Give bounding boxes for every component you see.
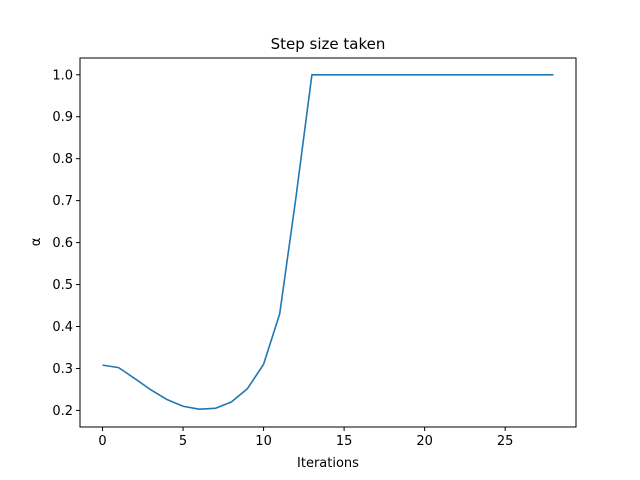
plot-area — [102, 73, 554, 410]
x-axis: 0 5 10 15 20 25 — [98, 427, 513, 449]
series-line-0 — [102, 73, 554, 410]
y-tick-label: 0.8 — [52, 152, 73, 167]
x-axis-label: Iterations — [297, 456, 359, 471]
x-tick-label: 0 — [98, 434, 106, 449]
y-tick-label: 0.7 — [52, 194, 73, 209]
y-axis-label: α — [29, 238, 44, 247]
x-tick-label: 25 — [497, 434, 514, 449]
x-tick-label: 15 — [336, 434, 353, 449]
y-tick-label: 0.3 — [52, 362, 73, 377]
x-tick-label: 5 — [179, 434, 187, 449]
x-tick-label: 10 — [255, 434, 272, 449]
y-tick-label: 0.4 — [52, 320, 73, 335]
y-tick-label: 1.0 — [52, 68, 73, 83]
y-tick-label: 0.9 — [52, 110, 73, 125]
y-tick-label: 0.2 — [52, 404, 73, 419]
y-tick-label: 0.5 — [52, 278, 73, 293]
chart-title: Step size taken — [271, 35, 386, 53]
y-axis: 0.2 0.3 0.4 0.5 0.6 0.7 0.8 0.9 1.0 — [52, 68, 80, 419]
y-tick-label: 0.6 — [52, 236, 73, 251]
x-tick-label: 20 — [416, 434, 433, 449]
